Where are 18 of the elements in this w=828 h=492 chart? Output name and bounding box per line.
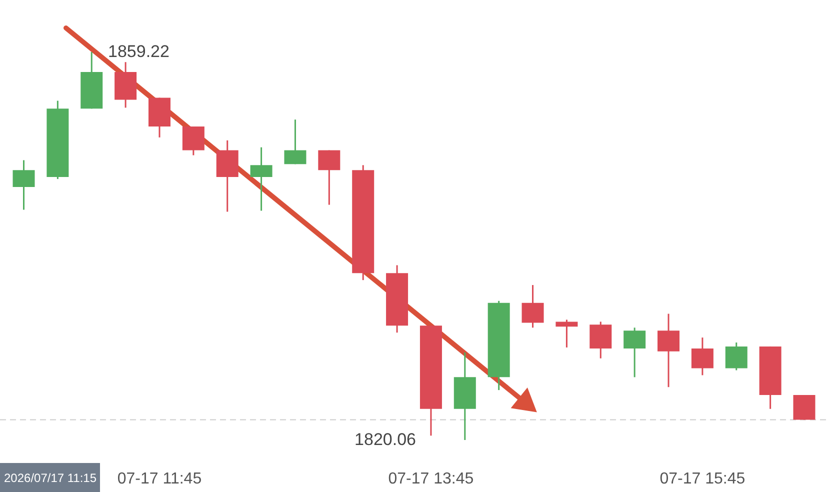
candlestick [691, 336, 714, 376]
candlestick [318, 150, 340, 206]
candlestick [522, 284, 544, 328]
candlestick [182, 126, 204, 156]
x-tick-label: 07-17 15:45 [660, 470, 746, 488]
candlestick [725, 342, 748, 371]
candlestick [624, 326, 646, 378]
x-tick-label: 07-17 11:45 [117, 470, 202, 488]
candlestick [12, 159, 35, 210]
candlestick [250, 146, 272, 212]
text: 2026/07/17 11:15 [4, 471, 97, 485]
candlestick [658, 313, 680, 388]
candlestick [284, 118, 306, 165]
annotation: 1820.06 [354, 430, 416, 449]
x-tick-label: 07-17 13:45 [388, 470, 474, 488]
candlestick [590, 320, 612, 360]
candlestick [556, 318, 578, 348]
annotation: 1859.22 [108, 42, 170, 61]
